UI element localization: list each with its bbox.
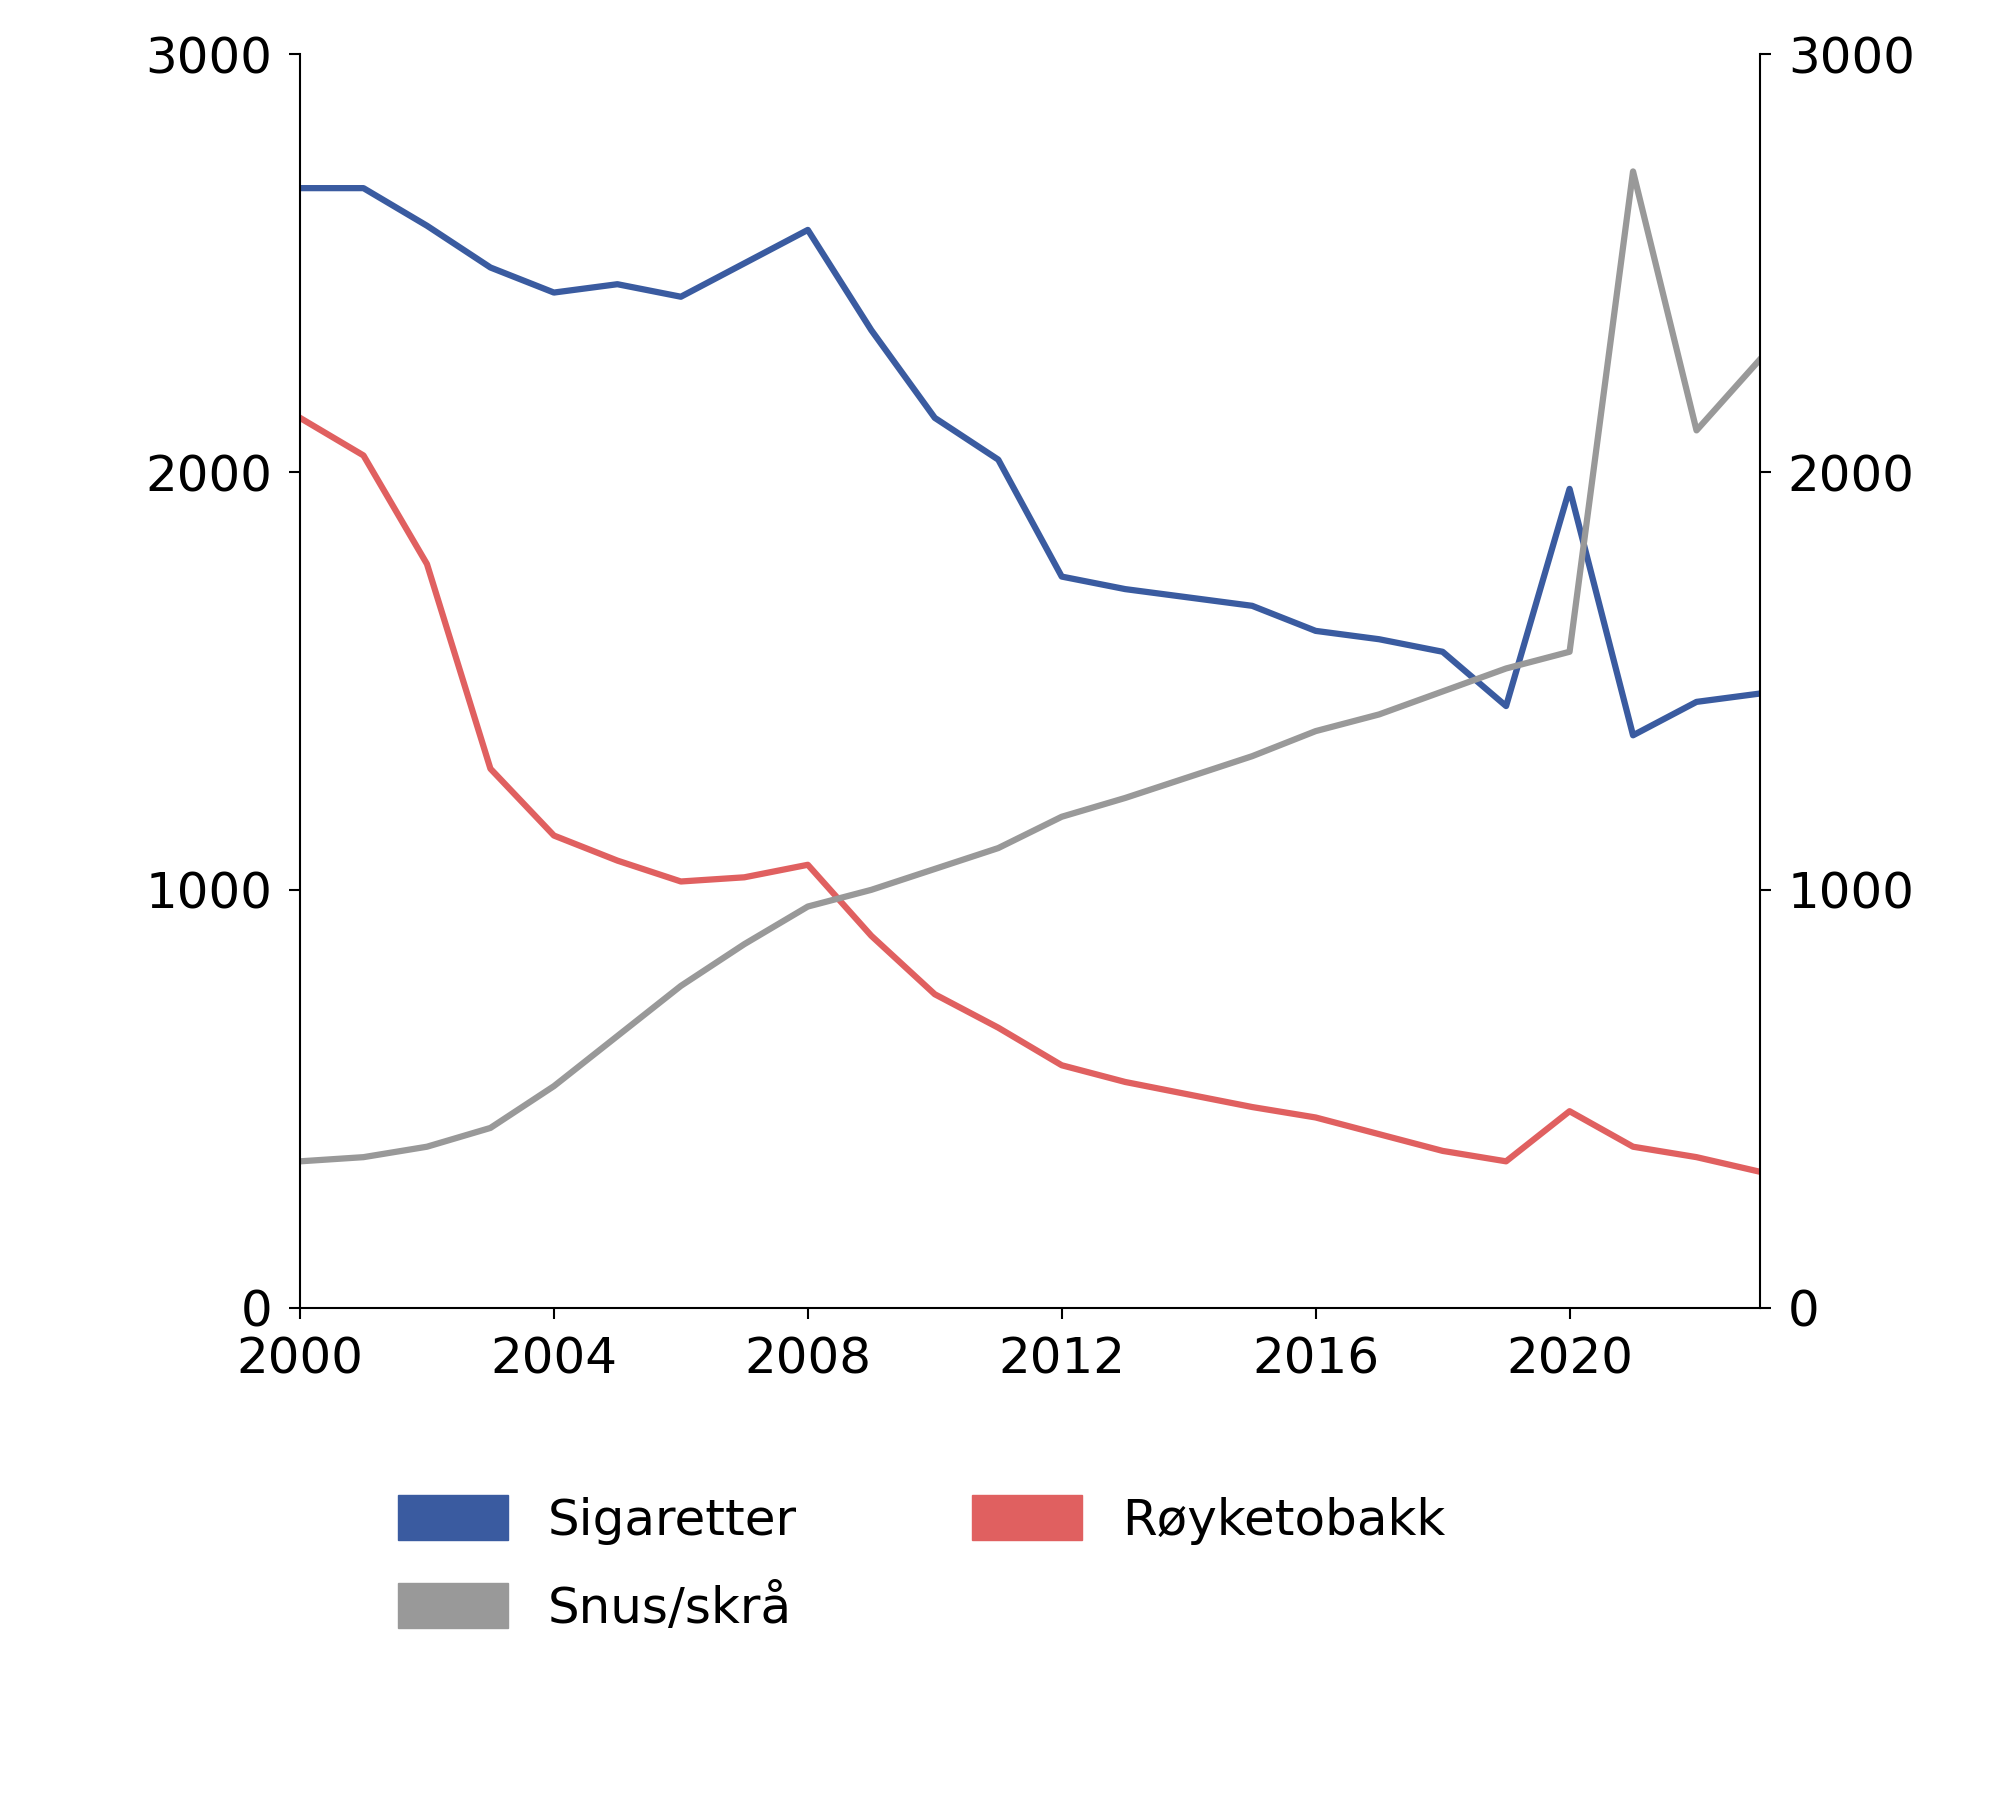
Legend: Snus/skrå: Snus/skrå <box>398 1584 792 1633</box>
